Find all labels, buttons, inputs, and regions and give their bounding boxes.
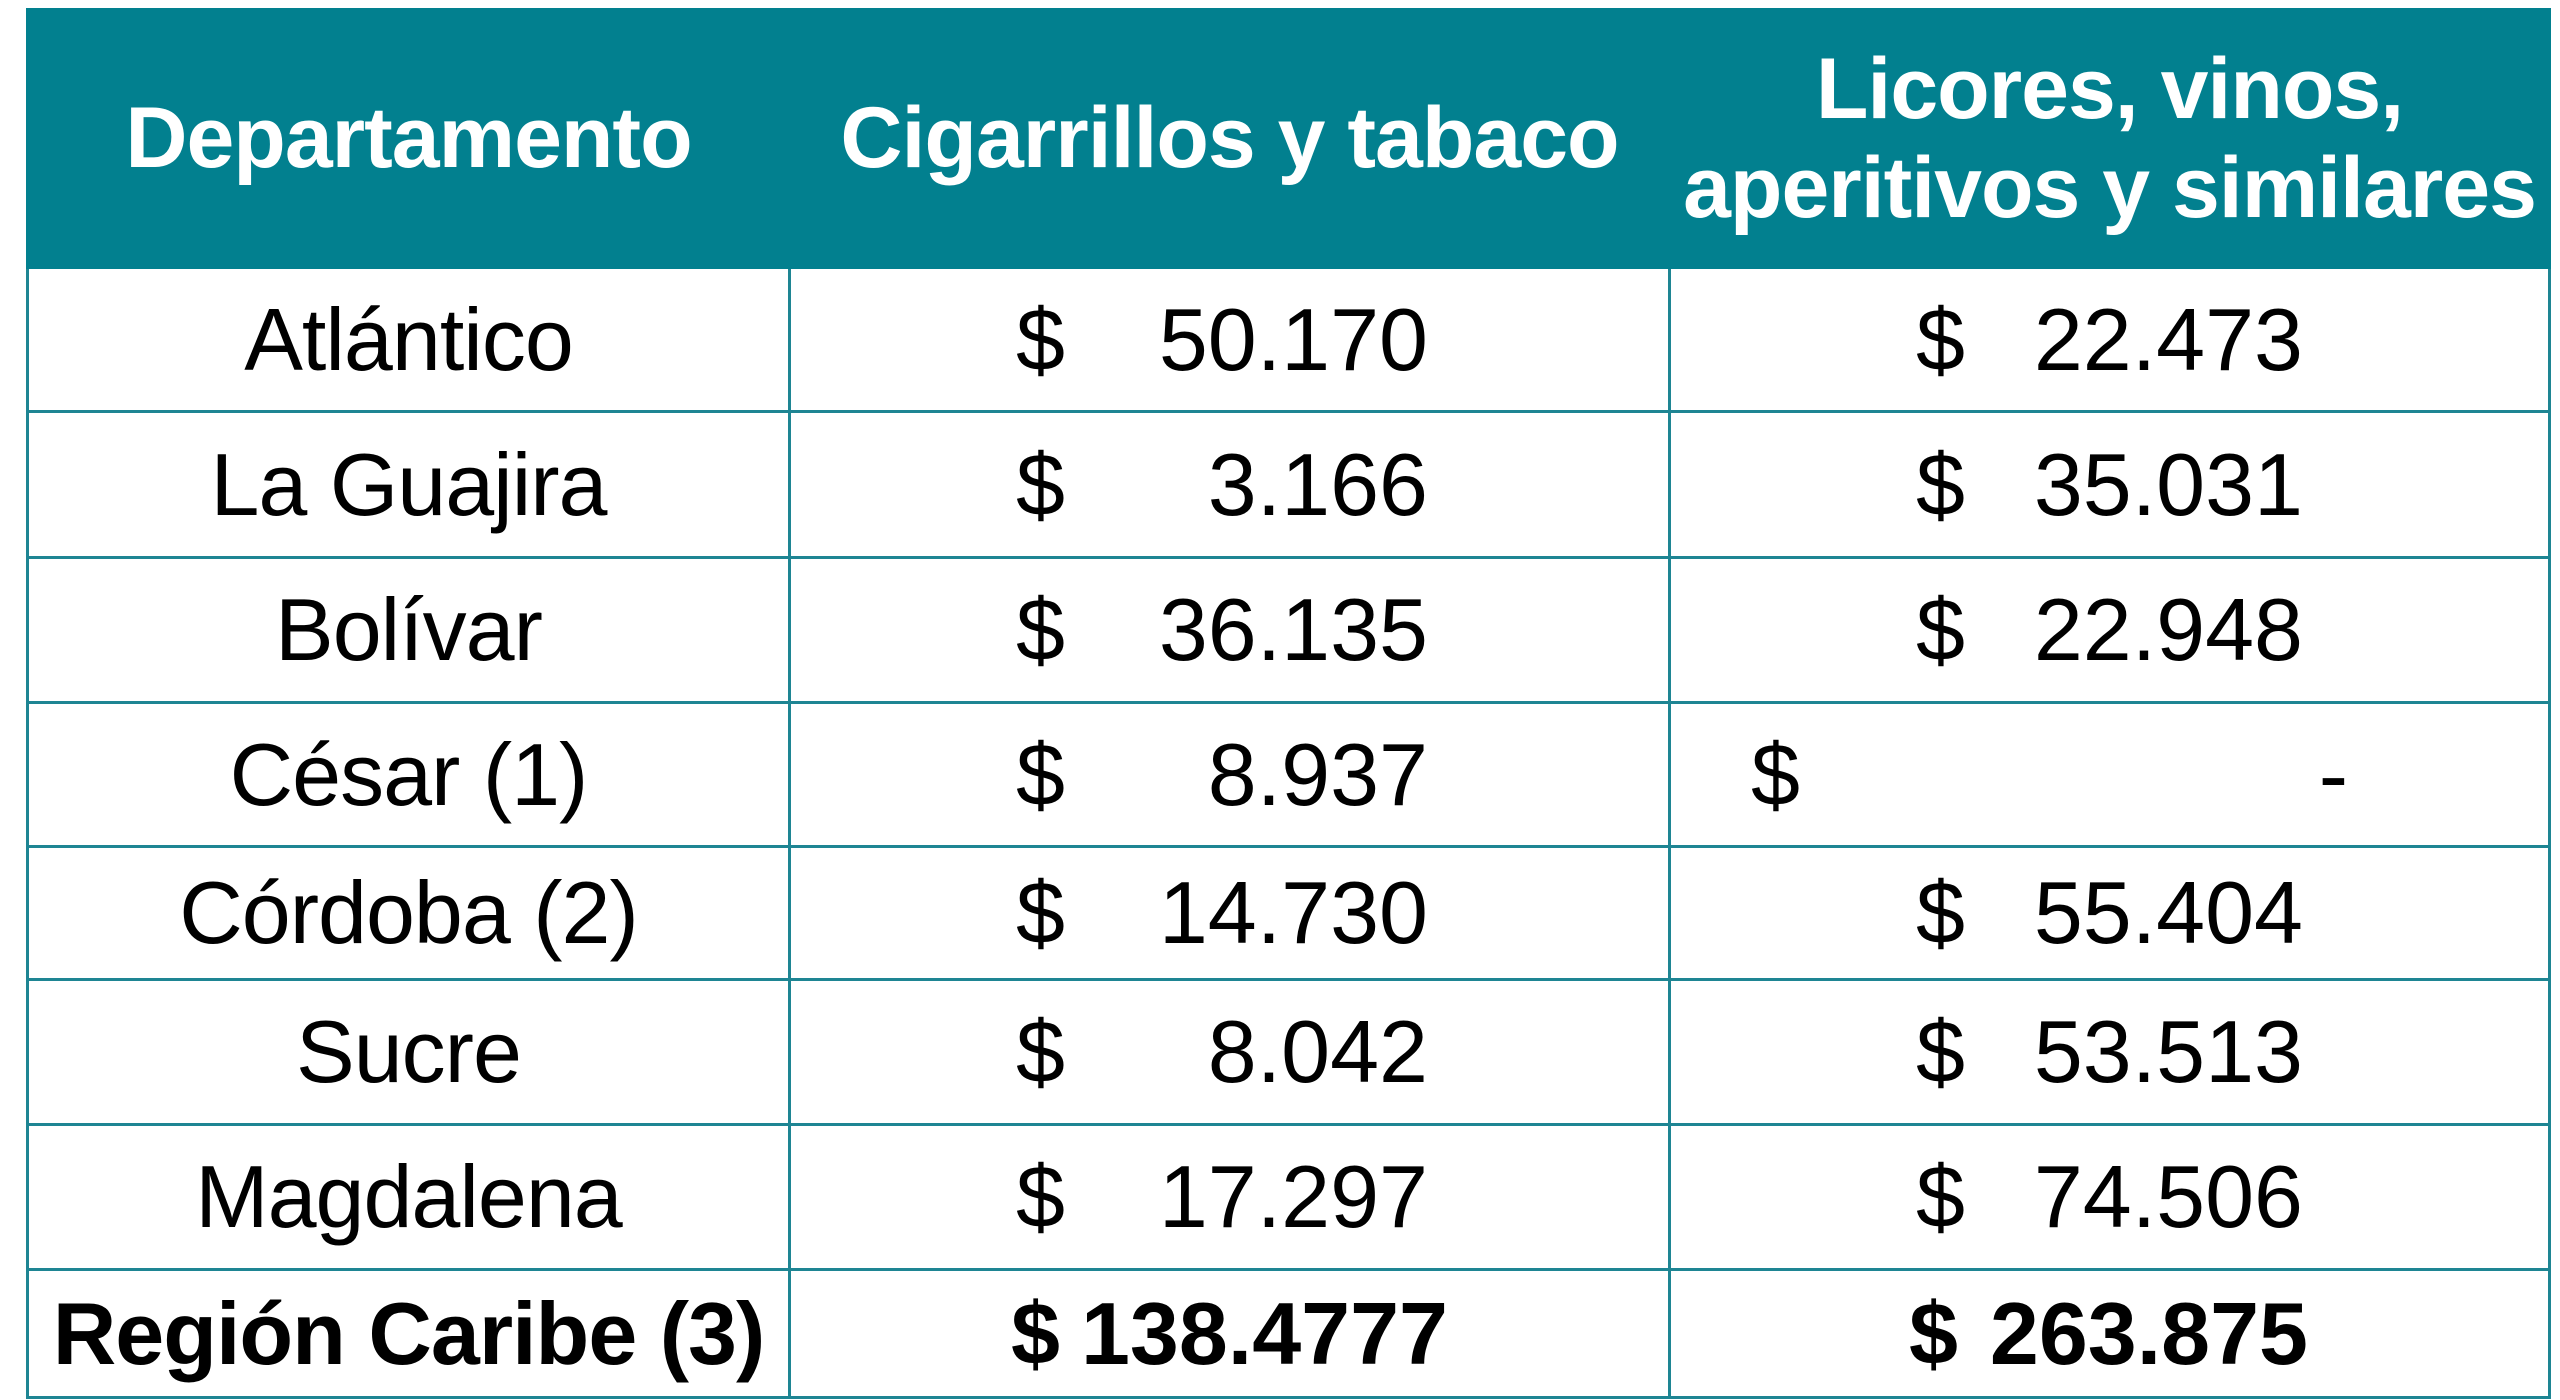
cell-licores: $53.513 bbox=[1668, 978, 2551, 1126]
table-row: Sucre $8.042 $53.513 bbox=[26, 978, 2551, 1126]
header-departamento: Departamento bbox=[26, 8, 791, 269]
amount-value: 50.170 bbox=[1158, 289, 1428, 389]
cell-total-departamento: Región Caribe (3) bbox=[26, 1268, 791, 1399]
table-header: Departamento Cigarrillos y tabaco Licore… bbox=[26, 8, 2551, 269]
currency-symbol: $ bbox=[1016, 289, 1065, 389]
currency-symbol: $ bbox=[1016, 434, 1065, 534]
table-row: Magdalena $17.297 $74.506 bbox=[26, 1123, 2551, 1271]
table-body: Atlántico $50.170 $22.473 La Guajira $3.… bbox=[26, 266, 2551, 1399]
amount-value: 17.297 bbox=[1158, 1147, 1428, 1246]
cell-cigarrillos: $17.297 bbox=[788, 1123, 1671, 1271]
header-licores-line1: Licores, vinos, bbox=[1815, 41, 2404, 138]
total-amount-value: 138.4777 bbox=[1080, 1283, 1448, 1383]
cell-licores: $74.506 bbox=[1668, 1123, 2551, 1271]
header-cigarrillos: Cigarrillos y tabaco bbox=[788, 8, 1671, 269]
amount-value: 3.166 bbox=[1207, 434, 1428, 534]
cell-cigarrillos: $36.135 bbox=[788, 556, 1671, 704]
cell-departamento: César (1) bbox=[26, 701, 791, 848]
tax-revenue-table: Departamento Cigarrillos y tabaco Licore… bbox=[26, 8, 2551, 1399]
table-row: Atlántico $50.170 $22.473 bbox=[26, 266, 2551, 413]
cell-licores: $55.404 bbox=[1668, 845, 2551, 981]
header-row: Departamento Cigarrillos y tabaco Licore… bbox=[26, 8, 2551, 269]
amount-value: 8.042 bbox=[1207, 1002, 1428, 1101]
currency-symbol: $ bbox=[1916, 863, 1965, 962]
table-row: La Guajira $3.166 $35.031 bbox=[26, 410, 2551, 559]
cell-departamento: Bolívar bbox=[26, 556, 791, 704]
currency-symbol: $ bbox=[1016, 863, 1065, 962]
currency-symbol: $ bbox=[1909, 1283, 1958, 1383]
amount-value: - bbox=[2318, 724, 2348, 824]
cell-departamento: Córdoba (2) bbox=[26, 845, 791, 981]
amount-value: 8.937 bbox=[1207, 724, 1428, 824]
currency-symbol: $ bbox=[1011, 1283, 1060, 1383]
currency-symbol: $ bbox=[1916, 289, 1965, 389]
amount-value: 53.513 bbox=[2033, 1002, 2303, 1101]
total-amount-value: 263.875 bbox=[1989, 1283, 2308, 1383]
cell-total-licores: $263.875 bbox=[1668, 1268, 2551, 1399]
amount-value: 14.730 bbox=[1158, 863, 1428, 962]
cell-departamento: Sucre bbox=[26, 978, 791, 1126]
table-row: Córdoba (2) $14.730 $55.404 bbox=[26, 845, 2551, 981]
cell-departamento: Atlántico bbox=[26, 266, 791, 413]
cell-total-cigarrillos: $138.4777 bbox=[788, 1268, 1671, 1399]
tax-revenue-table-container: Departamento Cigarrillos y tabaco Licore… bbox=[26, 8, 2551, 1399]
amount-value: 36.135 bbox=[1158, 580, 1428, 679]
amount-value: 55.404 bbox=[2033, 863, 2303, 962]
currency-symbol: $ bbox=[1916, 580, 1965, 679]
cell-cigarrillos: $50.170 bbox=[788, 266, 1671, 413]
cell-cigarrillos: $3.166 bbox=[788, 410, 1671, 559]
currency-symbol: $ bbox=[1916, 1002, 1965, 1101]
table-row: Bolívar $36.135 $22.948 bbox=[26, 556, 2551, 704]
amount-value: 35.031 bbox=[2033, 434, 2303, 534]
cell-licores: $22.948 bbox=[1668, 556, 2551, 704]
currency-symbol: $ bbox=[1016, 724, 1065, 824]
cell-departamento: La Guajira bbox=[26, 410, 791, 559]
table-row: César (1) $8.937 $ - bbox=[26, 701, 2551, 848]
cell-licores: $22.473 bbox=[1668, 266, 2551, 413]
header-licores: Licores, vinos, aperitivos y similares bbox=[1668, 8, 2551, 269]
header-licores-line2: aperitivos y similares bbox=[1683, 139, 2537, 236]
cell-licores: $ - bbox=[1668, 701, 2551, 848]
amount-value: 74.506 bbox=[2033, 1147, 2303, 1246]
cell-cigarrillos: $8.937 bbox=[788, 701, 1671, 848]
currency-symbol: $ bbox=[1916, 1147, 1965, 1246]
amount-value: 22.473 bbox=[2033, 289, 2303, 389]
cell-departamento: Magdalena bbox=[26, 1123, 791, 1271]
cell-licores: $35.031 bbox=[1668, 410, 2551, 559]
currency-symbol: $ bbox=[1751, 724, 1800, 824]
total-row: Región Caribe (3) $138.4777 $263.875 bbox=[26, 1268, 2551, 1399]
amount-value: 22.948 bbox=[2033, 580, 2303, 679]
cell-cigarrillos: $14.730 bbox=[788, 845, 1671, 981]
currency-symbol: $ bbox=[1016, 1147, 1065, 1246]
currency-symbol: $ bbox=[1916, 434, 1965, 534]
currency-symbol: $ bbox=[1016, 1002, 1065, 1101]
currency-symbol: $ bbox=[1016, 580, 1065, 679]
cell-cigarrillos: $8.042 bbox=[788, 978, 1671, 1126]
